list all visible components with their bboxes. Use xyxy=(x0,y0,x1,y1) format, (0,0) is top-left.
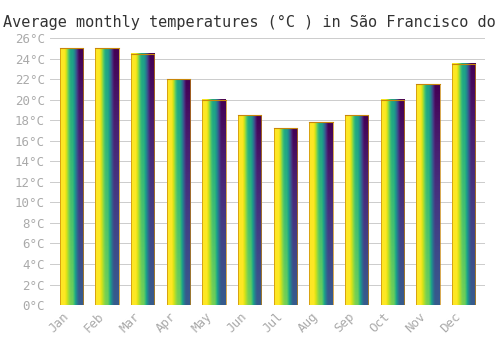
Title: Average monthly temperatures (°C ) in São Francisco do Sul: Average monthly temperatures (°C ) in Sã… xyxy=(3,15,500,30)
